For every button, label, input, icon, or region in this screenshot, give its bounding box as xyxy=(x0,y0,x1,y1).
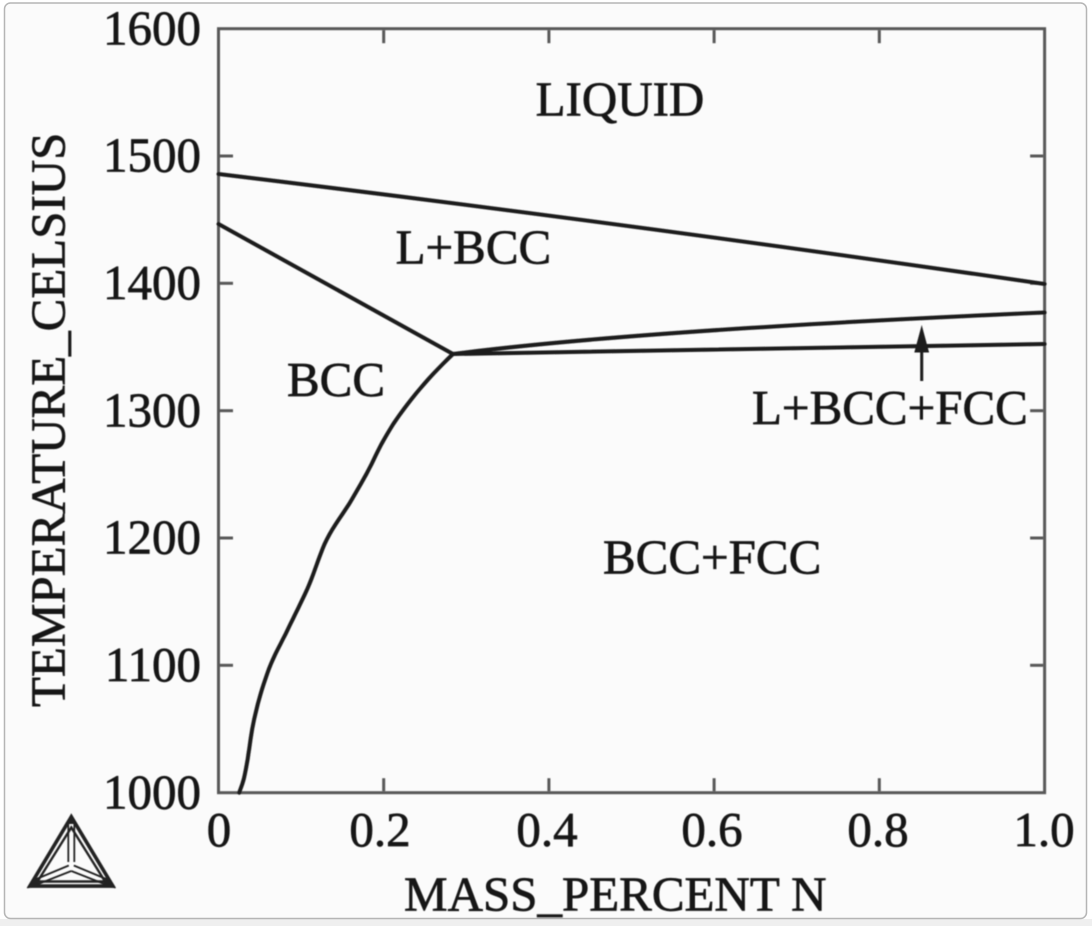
svg-text:LIQUID: LIQUID xyxy=(536,72,705,127)
svg-text:1300: 1300 xyxy=(103,382,201,437)
svg-text:1600: 1600 xyxy=(103,0,201,55)
svg-text:0.8: 0.8 xyxy=(847,802,908,857)
svg-text:TEMPERATURE_CELSIUS: TEMPERATURE_CELSIUS xyxy=(21,133,76,707)
svg-text:1400: 1400 xyxy=(103,255,201,310)
svg-text:1.0: 1.0 xyxy=(1013,802,1074,857)
svg-text:MASS_PERCENT N: MASS_PERCENT N xyxy=(404,867,827,922)
svg-text:0.2: 0.2 xyxy=(349,802,410,857)
svg-text:0.4: 0.4 xyxy=(516,802,577,857)
svg-text:L+BCC+FCC: L+BCC+FCC xyxy=(752,380,1028,435)
svg-text:0.6: 0.6 xyxy=(681,802,742,857)
svg-text:1500: 1500 xyxy=(103,128,201,183)
svg-text:BCC: BCC xyxy=(287,352,385,407)
svg-text:1100: 1100 xyxy=(105,637,201,692)
svg-text:1000: 1000 xyxy=(103,764,201,819)
svg-text:0: 0 xyxy=(207,802,232,857)
svg-text:L+BCC: L+BCC xyxy=(396,220,552,275)
svg-text:BCC+FCC: BCC+FCC xyxy=(603,530,821,585)
svg-text:1200: 1200 xyxy=(103,510,201,565)
